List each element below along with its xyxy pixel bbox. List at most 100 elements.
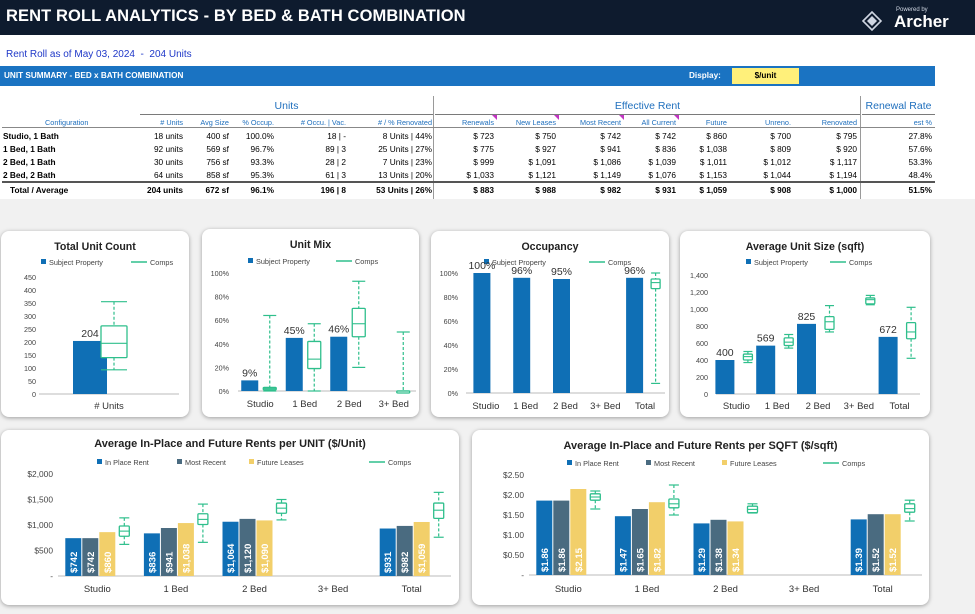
table-cell: 8 Units | 44% xyxy=(382,131,432,141)
comment-flag-icon[interactable] xyxy=(619,115,624,120)
rent-roll-date: Rent Roll as of May 03, 2024 - 204 Units xyxy=(6,49,192,60)
y-tick-label: 40% xyxy=(215,340,230,349)
bar-subject-property xyxy=(878,336,898,394)
table-cell: $ 809 xyxy=(770,144,791,154)
x-tick-label: 3+ Bed xyxy=(379,399,409,410)
table-cell: 93.3% xyxy=(250,157,274,167)
table-cell: 858 sf xyxy=(206,170,229,180)
y-tick-label: 250 xyxy=(24,325,36,334)
table-cell: $ 836 xyxy=(655,144,676,154)
logo-brand: Archer xyxy=(894,12,949,31)
table-cell: 27.8% xyxy=(908,131,932,141)
x-tick-label: 2 Bed xyxy=(337,399,362,410)
x-tick-label: Studio xyxy=(247,399,274,410)
group-underline xyxy=(862,114,935,115)
chart-title: Occupancy xyxy=(521,241,578,253)
table-cell: 92 units xyxy=(153,144,183,154)
chart-average-unit-size: Average Unit Size (sqft) Subject Property… xyxy=(690,241,920,412)
comment-flag-icon[interactable] xyxy=(674,115,679,120)
table-cell: $ 750 xyxy=(535,131,556,141)
bar-value-label: $742 xyxy=(69,552,80,573)
group-underline xyxy=(435,114,860,115)
comment-flag-icon[interactable] xyxy=(554,115,559,120)
table-cell: $ 883 xyxy=(473,185,494,195)
bar-value-label: $982 xyxy=(400,552,411,573)
unit-summary-bar: UNIT SUMMARY - BED x BATH COMBINATION Di… xyxy=(0,66,935,86)
bar-most-recent xyxy=(710,519,727,575)
x-tick-label: 2 Bed xyxy=(806,401,831,412)
column-header-occu-vac: # Occu. | Vac. xyxy=(300,118,346,127)
column-header-future: Future xyxy=(705,118,727,127)
y-tick-label: 1,400 xyxy=(690,271,708,280)
unit-summary-title: UNIT SUMMARY - BED x BATH COMBINATION xyxy=(4,71,184,80)
table-cell: 28 | 2 xyxy=(325,157,346,167)
chart-total-unit-count: Total Unit Count Subject Property Comps 0 50… xyxy=(24,241,179,412)
column-header-units: # Units xyxy=(160,118,183,127)
bar-subject-property xyxy=(553,279,570,393)
row-label: Studio, 1 Bath xyxy=(3,131,59,141)
bar-future-leases xyxy=(570,489,587,575)
y-tick-label: 1,000 xyxy=(690,305,708,314)
table-cell: 400 sf xyxy=(206,131,229,141)
bar-subject-property xyxy=(330,336,348,391)
table-cell: $ 1,153 xyxy=(699,170,727,180)
table-cell: $ 941 xyxy=(600,144,621,154)
group-renewal-rate: Renewal Rate xyxy=(865,100,932,112)
group-underline xyxy=(140,114,433,115)
bar-value-label: $941 xyxy=(164,551,175,573)
bar-value-label: $1.65 xyxy=(635,547,646,572)
table-cell: $ 700 xyxy=(770,131,791,141)
x-tick-label: Studio xyxy=(472,401,499,412)
column-header-est: est % xyxy=(913,118,932,127)
table-cell: $ 1,076 xyxy=(648,170,676,180)
bar-most-recent xyxy=(631,509,648,575)
column-header-renovated: # / % Renovated xyxy=(378,118,432,127)
bar-value-label: 825 xyxy=(798,311,816,323)
bar-most-recent xyxy=(239,518,256,576)
table-cell: 204 units xyxy=(147,185,183,195)
x-tick-label: 1 Bed xyxy=(513,401,538,412)
y-tick-label: $1,500 xyxy=(27,495,53,505)
column-divider xyxy=(433,96,434,199)
comps-box xyxy=(905,321,917,340)
display-label: Display: xyxy=(689,71,721,80)
bar-value-label: $1.86 xyxy=(557,548,568,572)
archer-logo: Powered by Archer xyxy=(861,7,949,32)
archer-logo-icon xyxy=(861,10,883,32)
comps-box xyxy=(865,297,876,305)
legend-label: Most Recent xyxy=(654,459,695,468)
comps-box xyxy=(904,503,916,513)
bar-value-label: $1.38 xyxy=(714,547,725,572)
column-header-unreno: Unreno. xyxy=(765,118,791,127)
bar-value-label: $1.34 xyxy=(731,547,742,572)
y-tick-label: 80% xyxy=(215,293,230,302)
display-selector[interactable]: $/unit xyxy=(732,68,799,84)
x-tick-label: 1 Bed xyxy=(634,584,659,595)
bar-future-leases xyxy=(413,521,430,576)
chart-card-unit-mix: Unit Mix Subject Property Comps 0% 20% 40% 60%… xyxy=(202,229,419,417)
bar-future-leases xyxy=(884,514,901,575)
column-header-new-leases: New Leases xyxy=(515,118,556,127)
bar-value-label: 45% xyxy=(284,325,305,337)
table-cell: $ 742 xyxy=(600,131,621,141)
table-cell: $ 1,044 xyxy=(763,170,791,180)
x-tick-label: 3+ Bed xyxy=(789,584,819,595)
bar-value-label: 96% xyxy=(624,265,645,277)
chart-title: Average In-Place and Future Rents per SQ… xyxy=(563,440,837,452)
y-tick-label: 600 xyxy=(696,339,708,348)
bar-subject-property xyxy=(285,337,303,391)
column-header-configuration: Configuration xyxy=(45,118,89,127)
table-cell: $ 1,000 xyxy=(829,185,857,195)
chart-unit-mix: Unit Mix Subject Property Comps 0% 20% 40% 60%… xyxy=(211,239,416,410)
table-cell: 18 | - xyxy=(327,131,346,141)
y-tick-label: 450 xyxy=(24,273,36,282)
y-tick-label: 0 xyxy=(704,390,708,399)
bar-value-label: $1,038 xyxy=(181,543,192,573)
table-cell: $ 931 xyxy=(655,185,676,195)
bar-value-label: $1,090 xyxy=(260,544,271,573)
bar-in-place-rent xyxy=(693,523,710,575)
chart-card-rent-per-sqft: Average In-Place and Future Rents per SQ… xyxy=(472,430,929,605)
header-rule xyxy=(2,127,935,128)
chart-card-occupancy: Occupancy Subject Property Comps 0% 20% 40% 60… xyxy=(431,231,669,417)
comment-flag-icon[interactable] xyxy=(492,115,497,120)
